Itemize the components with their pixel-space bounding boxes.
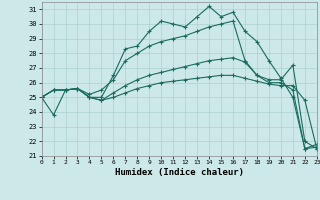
X-axis label: Humidex (Indice chaleur): Humidex (Indice chaleur)	[115, 168, 244, 177]
